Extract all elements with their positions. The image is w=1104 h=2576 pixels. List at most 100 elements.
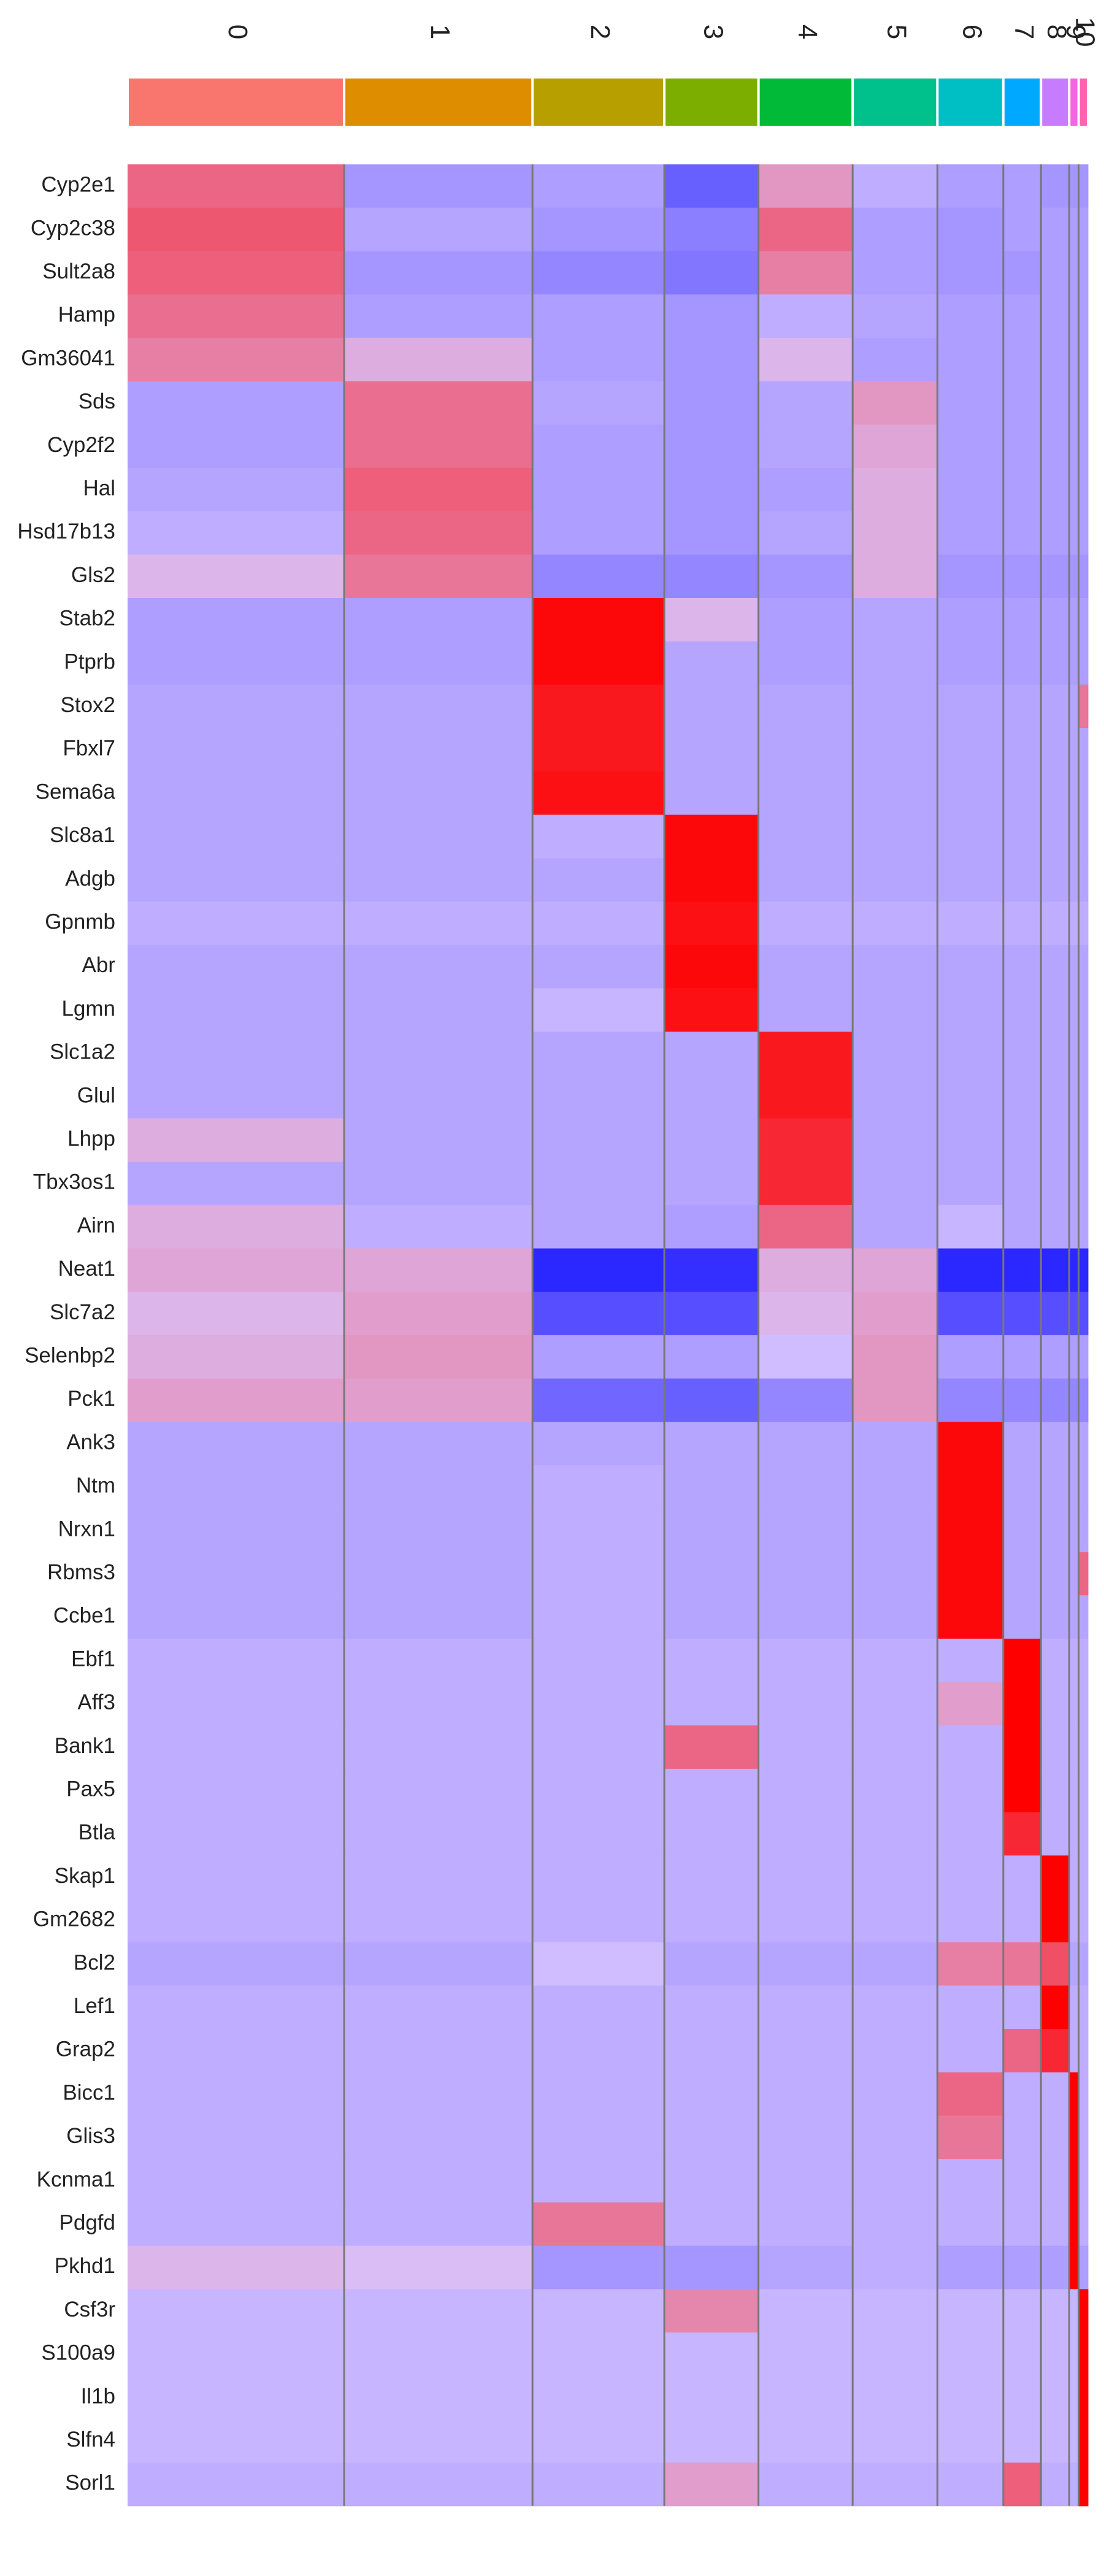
cell-Cyp2c38-10 (1078, 207, 1089, 251)
cell-Pkhd1-7 (1003, 2245, 1041, 2290)
cell-Il1b-6 (937, 2375, 1004, 2420)
cell-Sult2a8-8 (1041, 251, 1070, 295)
cell-Selenbp2-4 (758, 1335, 853, 1379)
cell-Sorl1-6 (937, 2463, 1004, 2507)
cell-Pax5-9 (1069, 1768, 1079, 1813)
gene-label-Lef1: Lef1 (74, 1994, 115, 2018)
gene-label-Hal: Hal (83, 477, 115, 500)
cell-Slc8a1-5 (853, 815, 938, 859)
cell-Il1b-4 (758, 2375, 853, 2420)
cell-Slc1a2-0 (128, 1032, 345, 1076)
cell-Ptprb-0 (128, 641, 345, 685)
cell-Hamp-1 (344, 294, 533, 339)
cell-Lgmn-9 (1069, 988, 1079, 1032)
cell-Gm36041-8 (1041, 337, 1070, 381)
cell-Ccbe1-3 (664, 1595, 759, 1639)
cell-Glis3-5 (853, 2115, 938, 2160)
cell-Slc8a1-10 (1078, 815, 1089, 859)
cell-Cyp2e1-10 (1078, 164, 1089, 209)
cell-Slc1a2-2 (532, 1032, 665, 1076)
cell-Hal-9 (1069, 467, 1079, 512)
cell-Btla-7 (1003, 1812, 1041, 1856)
cell-Cyp2c38-5 (853, 207, 938, 251)
cell-Pax5-1 (344, 1768, 533, 1813)
cell-Bicc1-0 (128, 2072, 345, 2116)
cell-Btla-5 (853, 1812, 938, 1856)
cell-Bicc1-4 (758, 2072, 853, 2116)
cell-Nrxn1-3 (664, 1508, 759, 1552)
cell-Aff3-1 (344, 1682, 533, 1726)
cell-Adgb-10 (1078, 858, 1089, 902)
cell-Slc7a2-2 (532, 1292, 665, 1336)
cell-Ccbe1-2 (532, 1595, 665, 1639)
cell-Sult2a8-10 (1078, 251, 1089, 295)
cell-Bank1-5 (853, 1725, 938, 1769)
cell-S100a9-3 (664, 2333, 759, 2377)
cell-Il1b-10 (1078, 2375, 1089, 2420)
cell-Aff3-3 (664, 1682, 759, 1726)
cell-Slc1a2-1 (344, 1032, 533, 1076)
cell-Nrxn1-6 (937, 1508, 1004, 1552)
cell-Stox2-0 (128, 684, 345, 729)
cell-Stox2-8 (1041, 684, 1070, 729)
cell-Cyp2e1-5 (853, 164, 938, 209)
cell-Fbxl7-4 (758, 728, 853, 772)
cell-Glis3-9 (1069, 2115, 1079, 2160)
cell-Rbms3-8 (1041, 1552, 1070, 1596)
cell-Nrxn1-7 (1003, 1508, 1041, 1552)
cell-Hamp-7 (1003, 294, 1041, 339)
heatmap-cells (128, 164, 1089, 2507)
cell-Rbms3-2 (532, 1552, 665, 1596)
cluster-bar-10 (1079, 79, 1087, 126)
cell-Ptprb-1 (344, 641, 533, 685)
cell-Stox2-6 (937, 684, 1004, 729)
gene-label-Cyp2f2: Cyp2f2 (47, 433, 115, 457)
cell-Slfn4-3 (664, 2419, 759, 2463)
cell-Pkhd1-8 (1041, 2245, 1070, 2290)
cell-Aff3-8 (1041, 1682, 1070, 1726)
cell-Hamp-8 (1041, 294, 1070, 339)
cell-Abr-6 (937, 945, 1004, 989)
cell-Slc7a2-1 (344, 1292, 533, 1336)
cell-Bcl2-2 (532, 1942, 665, 1986)
cell-Slc8a1-6 (937, 815, 1004, 859)
cell-Slc1a2-4 (758, 1032, 853, 1076)
cell-Gpnmb-10 (1078, 901, 1089, 946)
cell-Sorl1-5 (853, 2463, 938, 2507)
cell-Pdgfd-4 (758, 2202, 853, 2247)
cell-Ank3-6 (937, 1422, 1004, 1466)
cell-Bicc1-2 (532, 2072, 665, 2116)
gene-label-Glul: Glul (77, 1083, 115, 1107)
cell-Hsd17b13-4 (758, 511, 853, 555)
cell-Sorl1-3 (664, 2463, 759, 2507)
cell-Bcl2-0 (128, 1942, 345, 1986)
gene-label-Bank1: Bank1 (55, 1734, 115, 1758)
cluster-bar-2 (534, 79, 664, 126)
cell-Selenbp2-6 (937, 1335, 1004, 1379)
cell-Stox2-1 (344, 684, 533, 729)
cell-Gpnmb-1 (344, 901, 533, 946)
cell-Ptprb-7 (1003, 641, 1041, 685)
cluster-bar-4 (759, 79, 852, 126)
cell-Cyp2f2-2 (532, 424, 665, 469)
cell-Gm2682-7 (1003, 1899, 1041, 1943)
cell-Gpnmb-9 (1069, 901, 1079, 946)
cell-Skap1-1 (344, 1855, 533, 1899)
cell-Skap1-4 (758, 1855, 853, 1899)
cell-Ebf1-10 (1078, 1638, 1089, 1682)
cell-Pax5-10 (1078, 1768, 1089, 1813)
cell-Lhpp-7 (1003, 1118, 1041, 1162)
cell-Glul-6 (937, 1075, 1004, 1119)
cell-Aff3-6 (937, 1682, 1004, 1726)
cell-Slfn4-8 (1041, 2419, 1070, 2463)
cell-Lgmn-8 (1041, 988, 1070, 1032)
gene-label-Nrxn1: Nrxn1 (58, 1517, 115, 1541)
cell-Sult2a8-9 (1069, 251, 1079, 295)
cell-Gm2682-5 (853, 1899, 938, 1943)
cell-Lef1-4 (758, 1985, 853, 2030)
cell-Lhpp-0 (128, 1118, 345, 1162)
gene-label-Ntm: Ntm (76, 1474, 115, 1498)
cell-Pdgfd-1 (344, 2202, 533, 2247)
cell-Slc1a2-10 (1078, 1032, 1089, 1076)
